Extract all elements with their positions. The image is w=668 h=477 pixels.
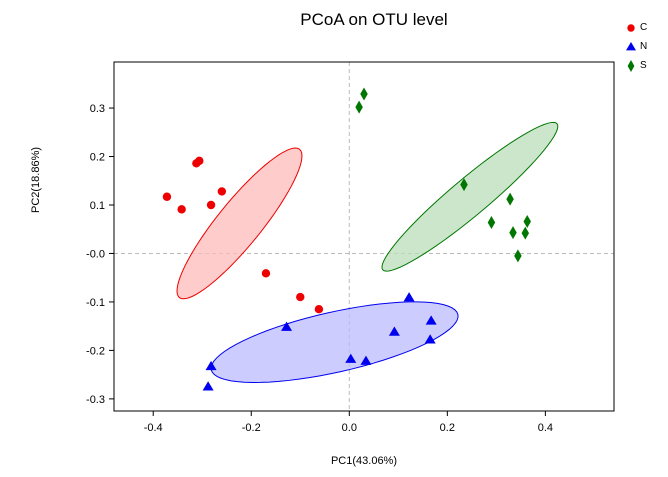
point-n: [202, 381, 214, 391]
x-tick-label: 0.2: [440, 422, 455, 434]
legend-circle-icon: [627, 23, 635, 32]
point-s: [514, 249, 522, 263]
point-s: [523, 214, 531, 228]
point-n: [281, 321, 293, 331]
data-points: [162, 87, 531, 391]
x-tick-label: 0.0: [342, 422, 357, 434]
x-tick-label: -0.4: [144, 422, 163, 434]
ellipse-n: [210, 301, 459, 383]
chart-title: PCoA on OTU level: [300, 10, 448, 29]
point-c: [162, 192, 172, 201]
x-axis: -0.4 -0.2 0.0 0.2 0.4: [144, 411, 553, 434]
point-s: [360, 87, 368, 101]
point-n: [425, 315, 437, 325]
legend-item-n: N: [624, 37, 647, 56]
point-s: [521, 226, 530, 240]
legend-label: S: [640, 60, 647, 71]
point-s: [487, 215, 496, 229]
y-axis: 0.3 0.2 0.1 -0.0 -0.1 -0.2 -0.3: [86, 103, 114, 406]
x-tick-label: -0.2: [242, 422, 261, 434]
legend-triangle-icon: [626, 41, 636, 50]
y-tick-label: 0.1: [90, 200, 105, 212]
legend-item-s: S: [624, 56, 647, 75]
point-n: [403, 292, 415, 302]
point-c: [195, 156, 204, 166]
y-tick-label: -0.2: [86, 345, 105, 357]
point-c: [217, 187, 227, 196]
y-tick-label: -0.0: [86, 248, 105, 260]
y-tick-label: 0.3: [90, 103, 105, 115]
point-n: [360, 355, 372, 365]
point-c: [314, 305, 324, 314]
point-c: [206, 200, 216, 210]
legend-marker: [627, 59, 635, 72]
point-n: [388, 326, 400, 336]
legend-label: N: [640, 41, 648, 52]
plot-frame: [113, 61, 615, 412]
point-c: [177, 205, 186, 214]
legend-marker: [627, 23, 635, 32]
point-s: [506, 192, 514, 206]
legend-item-c: C: [624, 18, 647, 37]
point-n: [424, 334, 436, 344]
y-tick-label: -0.1: [86, 297, 105, 309]
ellipse-s: [381, 121, 559, 272]
y-tick-label: -0.3: [86, 394, 105, 406]
legend-label: C: [640, 22, 648, 33]
y-tick-label: 0.2: [90, 152, 105, 164]
point-s: [355, 100, 363, 114]
point-c: [296, 292, 305, 302]
x-axis-label: PC1(43.06%): [330, 455, 398, 467]
legend-marker: [626, 41, 636, 50]
ellipse-c: [176, 147, 303, 300]
confidence-ellipses: [176, 121, 559, 383]
x-tick-label: 0.4: [538, 422, 553, 434]
point-n: [345, 353, 357, 363]
point-s: [460, 178, 468, 192]
point-s: [509, 226, 517, 240]
legend-diamond-icon: [627, 59, 635, 72]
point-n: [205, 360, 217, 371]
point-c: [261, 269, 271, 278]
